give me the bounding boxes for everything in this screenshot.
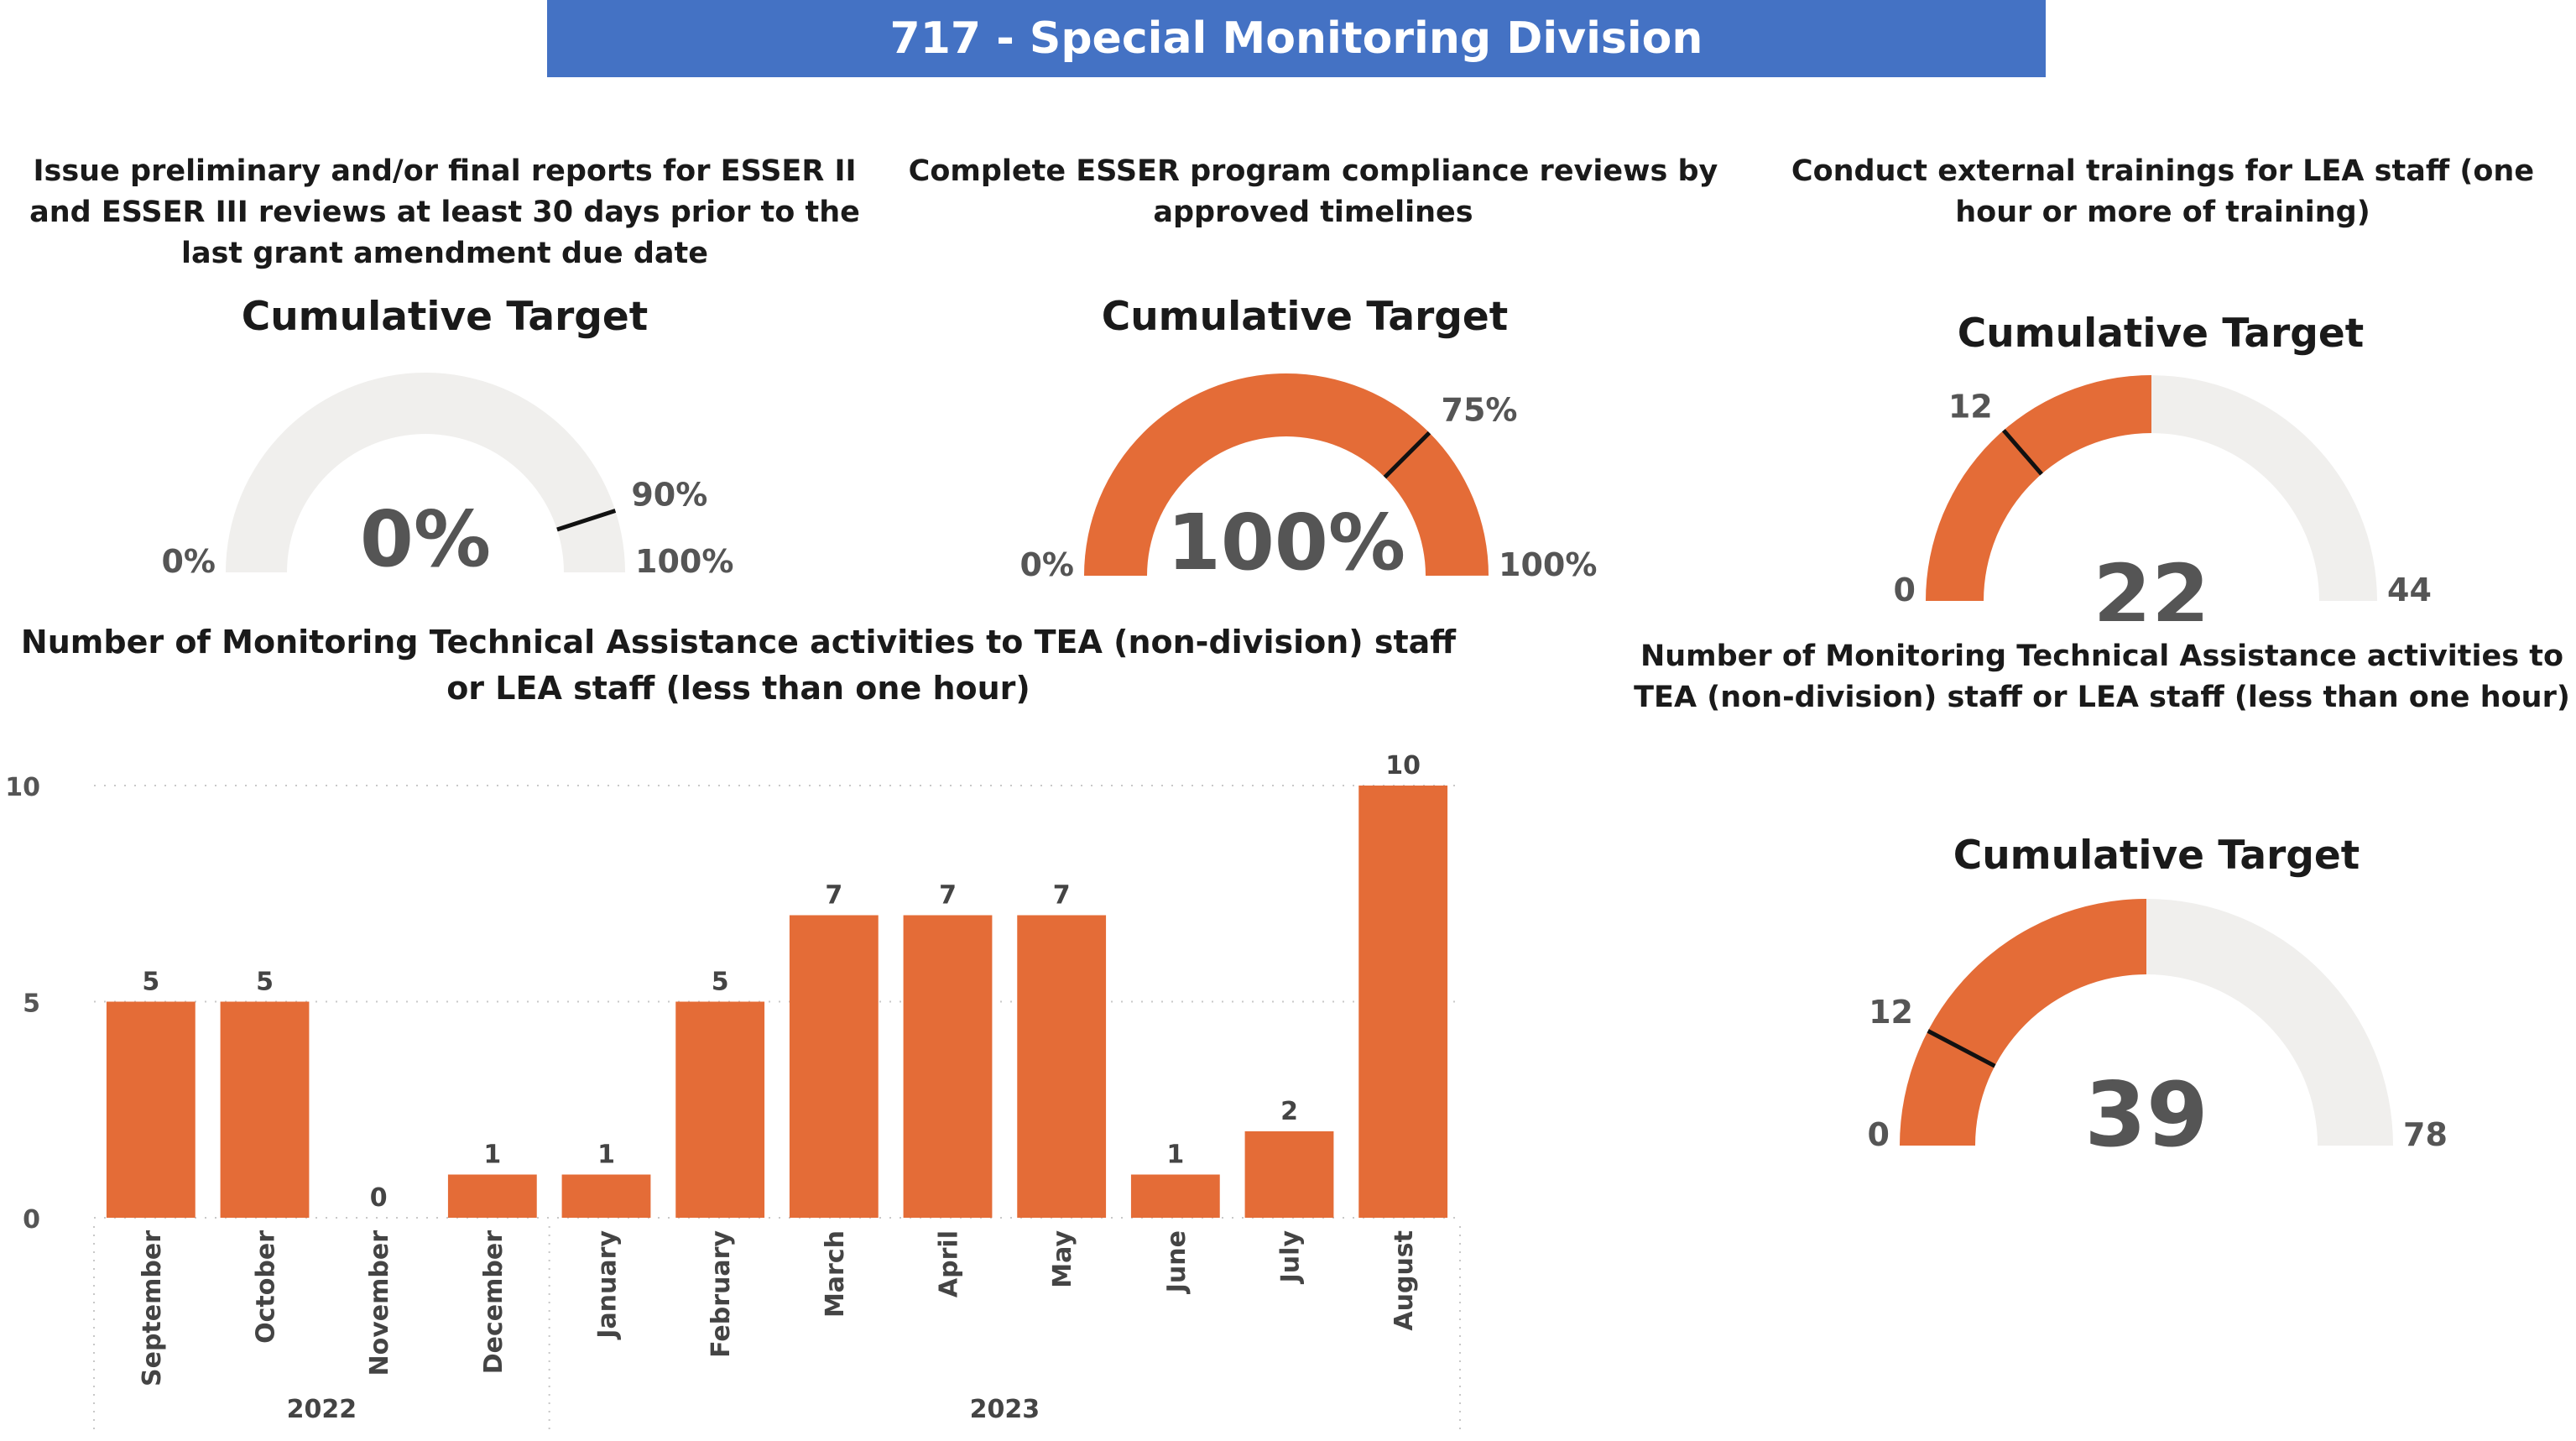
x-tick-label: October	[252, 1230, 281, 1344]
gauge-target-label: 12	[1869, 994, 1913, 1031]
data-label: 1	[483, 1141, 501, 1170]
kpi-title: Issue preliminary and/or final reports f…	[29, 154, 860, 270]
x-tick-label: July	[1276, 1230, 1306, 1285]
gauge-min-label: 0%	[161, 543, 216, 580]
gauge-target-marker	[556, 509, 617, 532]
data-label: 5	[142, 968, 159, 997]
gauge-label: Cumulative Target	[1953, 833, 2360, 879]
gauge-min-label: 0%	[1019, 546, 1074, 583]
gauge-max-label: 78	[2403, 1116, 2448, 1153]
gauge-min-label: 0	[1894, 572, 1916, 608]
gauge-label: Cumulative Target	[1101, 294, 1509, 340]
x-tick-label: February	[707, 1230, 736, 1358]
gauge-target-marker	[1383, 431, 1431, 479]
x-tick-label: September	[138, 1230, 167, 1386]
bar	[106, 1001, 196, 1218]
gauge-max-label: 44	[2387, 572, 2432, 608]
data-label: 0	[370, 1183, 388, 1213]
gauge-chart: 90% 0% 100% 0%	[161, 373, 733, 584]
gauge-value: 0%	[360, 494, 491, 584]
kpi-title: Number of Monitoring Technical Assistanc…	[1634, 640, 2570, 714]
year-label: 2023	[970, 1395, 1040, 1424]
gauge-label: Cumulative Target	[1957, 311, 2365, 357]
bar	[220, 1001, 310, 1218]
chart-title: Number of Monitoring Technical Assistanc…	[20, 624, 1457, 707]
kpi-title: Complete ESSER program compliance review…	[908, 154, 1718, 229]
bar	[1358, 786, 1448, 1218]
bar	[447, 1174, 537, 1218]
bar	[561, 1174, 651, 1218]
x-tick-label: June	[1162, 1230, 1192, 1294]
data-label: 5	[256, 968, 274, 997]
bar	[903, 915, 993, 1218]
bar	[1017, 915, 1107, 1218]
gauge-value: 100%	[1167, 498, 1405, 587]
gauge-max-label: 100%	[635, 543, 733, 580]
gauge-target-label: 90%	[631, 476, 707, 513]
data-label: 1	[597, 1141, 615, 1170]
x-tick-label: April	[935, 1230, 964, 1297]
bar-chart: 0 5 10 5 September 5 October 0 November 1 December…	[5, 751, 1461, 1432]
gauge-target-marker	[1927, 1029, 1996, 1068]
gauge-chart: 12 0 44 22	[1894, 375, 2432, 621]
y-tick-label: 0	[23, 1205, 40, 1235]
gauge-max-label: 100%	[1499, 546, 1597, 583]
data-label: 7	[825, 881, 842, 911]
x-tick-label: January	[593, 1230, 623, 1340]
data-label: 7	[939, 881, 957, 911]
data-label: 10	[1385, 751, 1421, 781]
bar	[675, 1001, 765, 1218]
gauge-track	[226, 373, 625, 572]
y-tick-label: 10	[5, 773, 40, 802]
gauge-target-label: 75%	[1442, 391, 1518, 428]
page-title: 717 - Special Monitoring Division	[547, 0, 2046, 77]
gauge-label: Cumulative Target	[241, 294, 649, 340]
gauge-value: 22	[2093, 546, 2209, 621]
bar	[1244, 1131, 1334, 1218]
gauge-fill	[1900, 899, 2146, 1146]
data-label: 7	[1053, 881, 1071, 911]
x-tick-label: March	[821, 1230, 850, 1318]
gauge-chart: 75% 0% 100% 100%	[1019, 373, 1597, 587]
gauge-target-marker	[2001, 429, 2043, 476]
gauge-chart: 12 0 78 39	[1868, 899, 2448, 1167]
gauge-min-label: 0	[1868, 1116, 1890, 1153]
gauge-value: 39	[2084, 1063, 2208, 1167]
kpi-title: Conduct external trainings for LEA staff…	[1791, 154, 2535, 229]
gauge-target-label: 12	[1948, 389, 1993, 426]
x-tick-label: December	[479, 1230, 508, 1374]
bar	[1130, 1174, 1220, 1218]
gauge-fill	[1084, 373, 1489, 576]
year-label: 2022	[287, 1395, 357, 1424]
gauge-fill	[1926, 375, 2151, 601]
bar	[789, 915, 879, 1218]
data-label: 5	[712, 968, 729, 997]
x-tick-label: November	[365, 1230, 394, 1376]
data-label: 1	[1166, 1141, 1184, 1170]
data-label: 2	[1280, 1097, 1298, 1126]
x-tick-label: May	[1048, 1230, 1077, 1288]
y-tick-label: 5	[23, 989, 40, 1019]
x-tick-label: August	[1390, 1230, 1419, 1331]
